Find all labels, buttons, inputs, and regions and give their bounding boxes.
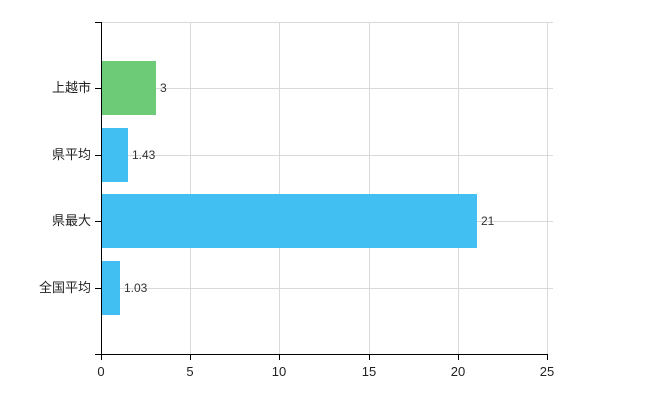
category-label: 全国平均 xyxy=(38,280,91,295)
x-gridline xyxy=(279,22,280,354)
x-gridline xyxy=(458,22,459,354)
y-tick-mark xyxy=(95,22,101,23)
x-axis xyxy=(95,354,548,355)
x-tick-label: 5 xyxy=(186,364,194,379)
y-tick-mark xyxy=(95,155,101,156)
y-tick-mark xyxy=(95,288,101,289)
x-tick-label: 25 xyxy=(539,364,555,379)
top-gridline xyxy=(102,22,553,23)
x-tick-mark xyxy=(279,355,280,360)
x-tick-mark xyxy=(190,355,191,360)
y-tick-mark xyxy=(95,221,101,222)
bar-value-label: 21 xyxy=(481,214,495,228)
x-tick-label: 15 xyxy=(361,364,377,379)
bar[interactable] xyxy=(102,261,120,315)
x-tick-label: 0 xyxy=(97,364,105,379)
category-label: 県最大 xyxy=(51,213,91,228)
x-gridline xyxy=(190,22,191,354)
category-label: 上越市 xyxy=(51,80,91,95)
bar-value-label: 1.03 xyxy=(124,281,148,295)
x-gridline xyxy=(369,22,370,354)
x-tick-mark xyxy=(458,355,459,360)
category-gridline xyxy=(102,88,553,89)
bar[interactable] xyxy=(102,194,477,248)
x-tick-mark xyxy=(369,355,370,360)
category-gridline xyxy=(102,288,553,289)
y-axis xyxy=(101,22,102,355)
x-tick-mark xyxy=(547,355,548,360)
bar-value-label: 1.43 xyxy=(132,148,156,162)
x-tick-label: 10 xyxy=(271,364,287,379)
x-gridline xyxy=(547,22,548,354)
x-tick-label: 20 xyxy=(450,364,466,379)
y-tick-mark xyxy=(95,88,101,89)
bar-value-label: 3 xyxy=(160,81,167,95)
bar[interactable] xyxy=(102,128,128,182)
x-tick-mark xyxy=(101,355,102,360)
category-gridline xyxy=(102,155,553,156)
category-label: 県平均 xyxy=(51,147,91,162)
bar[interactable] xyxy=(102,61,156,115)
